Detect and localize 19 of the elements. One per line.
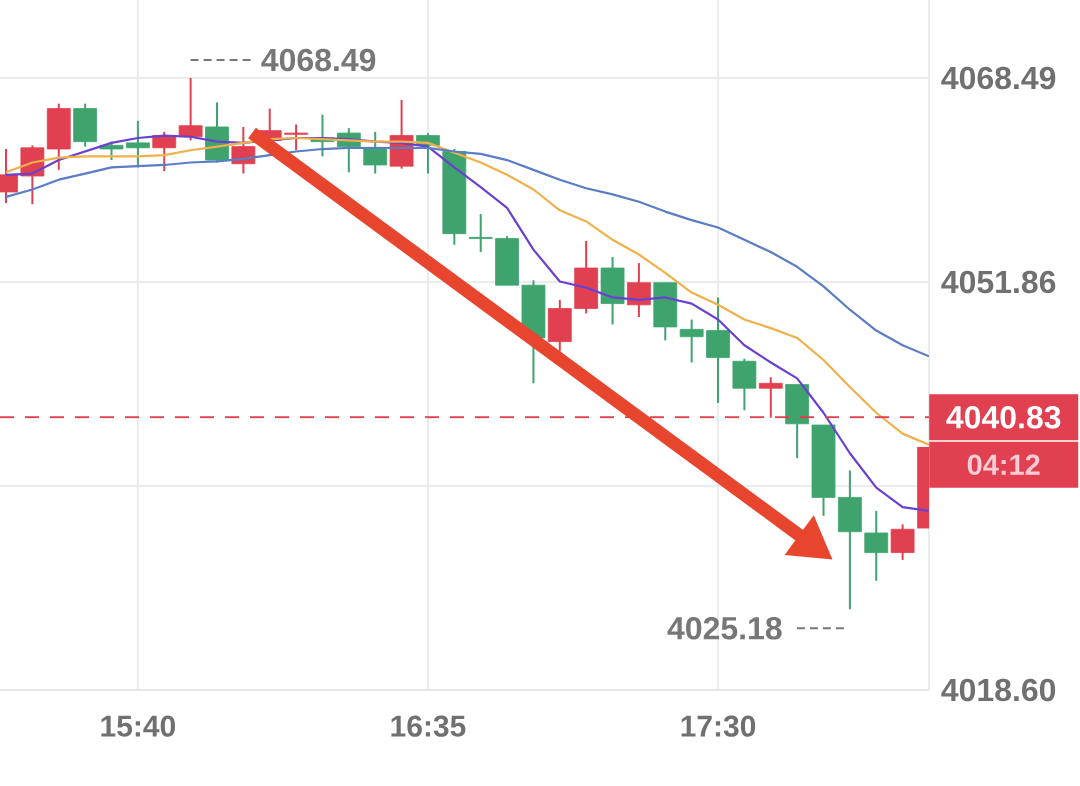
y-tick-label: 4051.86 <box>941 270 1056 294</box>
y-tick-label: 4068.49 <box>941 66 1056 90</box>
x-tick-label: 17:30 <box>681 715 756 737</box>
text: 04:12 <box>967 454 1040 475</box>
candlestick <box>758 376 783 419</box>
annotation: 4068.49 <box>261 48 376 72</box>
x-tick-label: 15:40 <box>101 715 175 737</box>
y-tick-label: 4018.60 <box>941 678 1056 702</box>
candlestick <box>627 262 651 319</box>
candlestick <box>284 123 308 152</box>
candlestick <box>178 77 203 142</box>
candlestick <box>890 523 915 561</box>
candlestick <box>864 509 889 582</box>
candlestick <box>363 130 388 175</box>
ref-line-label: 4040.83 <box>946 405 1061 429</box>
x-tick-label: 16:35 <box>391 715 466 737</box>
candlestick <box>679 318 704 364</box>
candlestick <box>468 213 493 254</box>
annotation: 4025.18 <box>667 616 782 640</box>
